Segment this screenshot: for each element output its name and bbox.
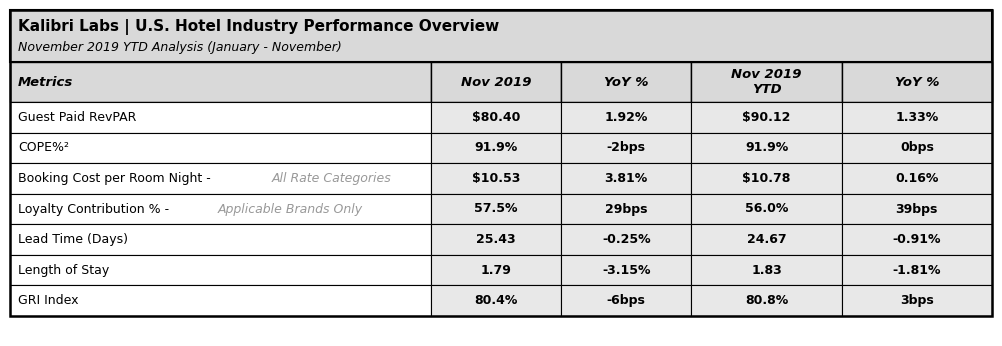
Bar bbox=[561, 255, 691, 285]
Text: 25.43: 25.43 bbox=[476, 233, 516, 246]
Bar bbox=[561, 194, 691, 224]
Text: -2bps: -2bps bbox=[607, 142, 645, 154]
Bar bbox=[561, 224, 691, 255]
Bar bbox=[561, 133, 691, 163]
Text: 29bps: 29bps bbox=[605, 202, 647, 216]
Text: Loyalty Contribution % -: Loyalty Contribution % - bbox=[18, 202, 173, 216]
Bar bbox=[10, 224, 431, 255]
Text: Guest Paid RevPAR: Guest Paid RevPAR bbox=[18, 111, 136, 124]
Text: -0.25%: -0.25% bbox=[602, 233, 650, 246]
Text: -6bps: -6bps bbox=[607, 294, 645, 307]
Bar bbox=[842, 133, 992, 163]
Text: 24.67: 24.67 bbox=[746, 233, 787, 246]
Text: 0.16%: 0.16% bbox=[895, 172, 939, 185]
Text: 80.8%: 80.8% bbox=[744, 294, 789, 307]
Text: Booking Cost per Room Night -: Booking Cost per Room Night - bbox=[18, 172, 214, 185]
Text: 1.79: 1.79 bbox=[481, 264, 511, 277]
Text: Nov 2019: Nov 2019 bbox=[461, 75, 531, 89]
Text: 1.92%: 1.92% bbox=[604, 111, 648, 124]
Bar bbox=[431, 163, 561, 194]
Bar bbox=[691, 255, 842, 285]
Bar bbox=[431, 194, 561, 224]
Text: 0bps: 0bps bbox=[900, 142, 934, 154]
Bar bbox=[691, 133, 842, 163]
Text: YoY %: YoY % bbox=[895, 75, 939, 89]
Text: Nov 2019
YTD: Nov 2019 YTD bbox=[731, 68, 802, 96]
Text: November 2019 YTD Analysis (January - November): November 2019 YTD Analysis (January - No… bbox=[18, 41, 342, 54]
Bar bbox=[431, 285, 561, 316]
Bar bbox=[10, 255, 431, 285]
Text: 3.81%: 3.81% bbox=[604, 172, 648, 185]
Text: COPE%²: COPE%² bbox=[18, 142, 69, 154]
Text: $80.40: $80.40 bbox=[472, 111, 520, 124]
Text: 56.0%: 56.0% bbox=[744, 202, 789, 216]
Text: All Rate Categories: All Rate Categories bbox=[272, 172, 392, 185]
Text: Lead Time (Days): Lead Time (Days) bbox=[18, 233, 128, 246]
Bar bbox=[691, 194, 842, 224]
Text: Length of Stay: Length of Stay bbox=[18, 264, 109, 277]
Text: -1.81%: -1.81% bbox=[893, 264, 941, 277]
Text: -3.15%: -3.15% bbox=[602, 264, 650, 277]
Text: 1.83: 1.83 bbox=[752, 264, 782, 277]
Bar bbox=[431, 102, 561, 133]
Bar bbox=[691, 62, 842, 102]
Bar bbox=[842, 163, 992, 194]
Bar bbox=[10, 163, 431, 194]
Text: $10.78: $10.78 bbox=[742, 172, 791, 185]
Text: 91.9%: 91.9% bbox=[474, 142, 518, 154]
Bar bbox=[561, 285, 691, 316]
Bar bbox=[842, 255, 992, 285]
Text: 91.9%: 91.9% bbox=[744, 142, 789, 154]
Bar bbox=[431, 133, 561, 163]
Bar bbox=[431, 224, 561, 255]
Bar bbox=[691, 163, 842, 194]
Bar bbox=[842, 194, 992, 224]
Bar bbox=[842, 102, 992, 133]
Text: $90.12: $90.12 bbox=[742, 111, 791, 124]
Bar bbox=[431, 255, 561, 285]
Bar bbox=[561, 102, 691, 133]
Text: Metrics: Metrics bbox=[18, 75, 73, 89]
Bar bbox=[10, 194, 431, 224]
Bar bbox=[691, 224, 842, 255]
Text: GRI Index: GRI Index bbox=[18, 294, 78, 307]
Bar bbox=[10, 285, 431, 316]
Text: -0.91%: -0.91% bbox=[893, 233, 941, 246]
Bar bbox=[842, 224, 992, 255]
Bar bbox=[10, 102, 431, 133]
Text: 57.5%: 57.5% bbox=[474, 202, 518, 216]
Bar bbox=[691, 102, 842, 133]
Text: 3bps: 3bps bbox=[900, 294, 934, 307]
Text: 80.4%: 80.4% bbox=[474, 294, 518, 307]
Bar bbox=[10, 10, 992, 62]
Text: 39bps: 39bps bbox=[896, 202, 938, 216]
Text: 1.33%: 1.33% bbox=[895, 111, 939, 124]
Bar bbox=[561, 62, 691, 102]
Bar bbox=[842, 62, 992, 102]
Text: $10.53: $10.53 bbox=[472, 172, 520, 185]
Bar bbox=[431, 62, 561, 102]
Bar bbox=[10, 133, 431, 163]
Bar bbox=[842, 285, 992, 316]
Text: YoY %: YoY % bbox=[604, 75, 648, 89]
Bar bbox=[561, 163, 691, 194]
Bar bbox=[691, 285, 842, 316]
Bar bbox=[10, 10, 992, 316]
Bar bbox=[10, 62, 431, 102]
Text: Kalibri Labs | U.S. Hotel Industry Performance Overview: Kalibri Labs | U.S. Hotel Industry Perfo… bbox=[18, 19, 499, 35]
Text: Applicable Brands Only: Applicable Brands Only bbox=[218, 202, 364, 216]
